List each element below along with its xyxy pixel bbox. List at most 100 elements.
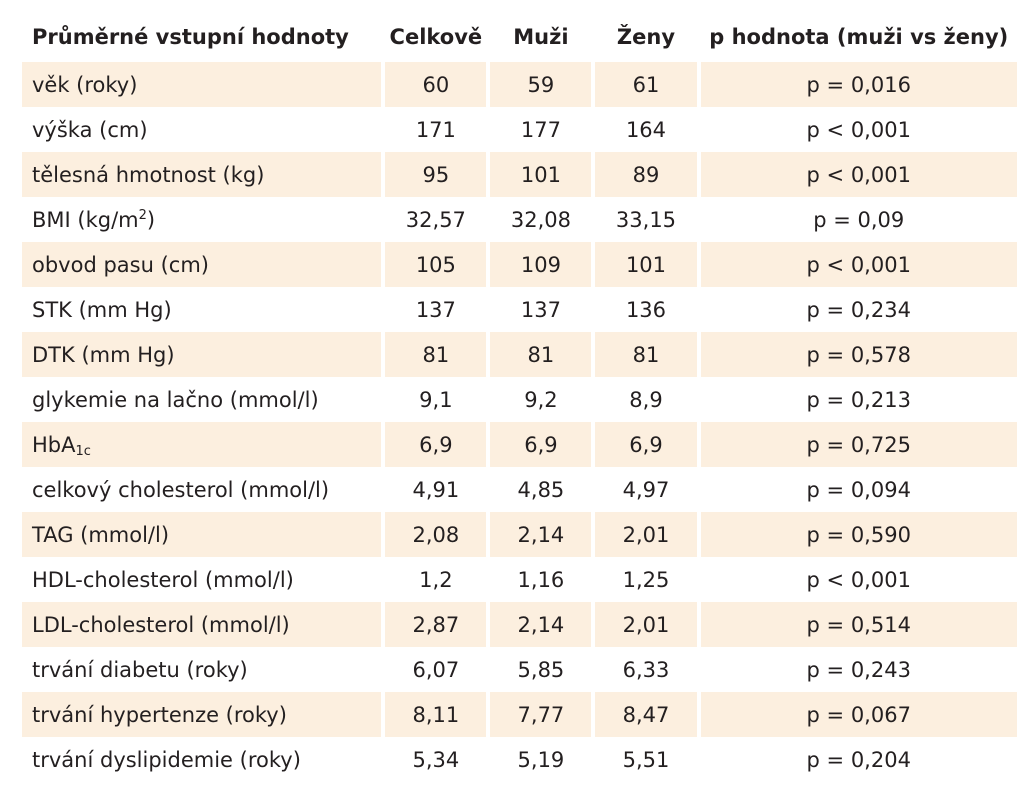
cell-celkove: 9,1 xyxy=(419,387,453,412)
cell-p-value: p = 0,243 xyxy=(806,657,911,682)
row-parameter-label: celkový cholesterol (mmol/l) xyxy=(22,467,381,512)
cell-muzi: 2,14 xyxy=(490,512,592,557)
row-parameter-label: věk (roky) xyxy=(22,62,382,107)
parameter-name: HDL-cholesterol (mmol/l) xyxy=(32,567,294,592)
cell-zeny: 89 xyxy=(595,152,697,197)
cell-zeny: 61 xyxy=(595,62,697,107)
table-row: trvání dyslipidemie (roky) 5,34 5,19 5,51 p … xyxy=(22,737,1017,782)
table-row: TAG (mmol/l) 2,08 2,14 2,01 p = 0,590 xyxy=(22,512,1017,557)
cell-muzi: 137 xyxy=(520,297,561,322)
cell-p-value: p = 0,067 xyxy=(700,692,1017,737)
cell-zeny: 81 xyxy=(595,332,697,377)
table-row: věk (roky) 60 59 61 p = 0,016 xyxy=(22,62,1017,107)
cell-zeny: 8,9 xyxy=(629,387,663,412)
cell-muzi: 109 xyxy=(490,242,592,287)
row-parameter-label: TAG (mmol/l) xyxy=(22,512,382,557)
cell-celkove: 32,57 xyxy=(405,207,466,232)
cell-zeny: 5,51 xyxy=(622,747,670,772)
row-parameter-label: DTK (mm Hg) xyxy=(22,332,382,377)
row-parameter-label: HbA1c xyxy=(22,422,382,467)
cell-muzi: 1,16 xyxy=(517,567,565,592)
table-row: glykemie na lačno (mmol/l) 9,1 9,2 8,9 p = 0… xyxy=(22,377,1017,422)
row-parameter-label: výška (cm) xyxy=(22,107,381,152)
cell-p-value: p = 0,094 xyxy=(806,477,911,502)
cell-muzi: 4,85 xyxy=(517,477,565,502)
parameter-name: LDL-cholesterol (mmol/l) xyxy=(32,612,290,637)
cell-p-value: p = 0,09 xyxy=(813,207,905,232)
cell-p-value: p = 0,590 xyxy=(700,512,1017,557)
parameter-superscript: 2 xyxy=(138,207,147,223)
cell-celkove: 171 xyxy=(415,117,456,142)
cell-zeny: 1,25 xyxy=(622,567,670,592)
cell-p-value: p = 0,234 xyxy=(806,297,911,322)
header-muzi: Muži xyxy=(513,25,569,49)
parameter-name: STK (mm Hg) xyxy=(32,297,172,322)
parameter-name: celkový cholesterol (mmol/l) xyxy=(32,477,330,502)
header-celkove: Celkově xyxy=(389,25,483,49)
header-p-value: p hodnota (muži vs ženy) xyxy=(709,25,1009,49)
cell-p-value: p = 0,016 xyxy=(700,62,1017,107)
row-parameter-label: trvání hypertenze (roky) xyxy=(22,692,382,737)
row-parameter-label: STK (mm Hg) xyxy=(22,287,381,332)
cell-zeny: 8,47 xyxy=(595,692,697,737)
row-parameter-label: trvání diabetu (roky) xyxy=(22,647,381,692)
row-parameter-label: obvod pasu (cm) xyxy=(22,242,382,287)
cell-zeny: 136 xyxy=(625,297,667,322)
cell-p-value: p < 0,001 xyxy=(700,152,1017,197)
cell-p-value: p = 0,213 xyxy=(806,387,911,412)
cell-celkove: 6,07 xyxy=(412,657,460,682)
cell-p-value: p = 0,578 xyxy=(700,332,1017,377)
cell-zeny: 2,01 xyxy=(595,602,697,647)
parameter-name: HbA xyxy=(32,432,76,457)
row-parameter-label: HDL-cholesterol (mmol/l) xyxy=(22,557,381,602)
parameter-name: DTK (mm Hg) xyxy=(32,342,175,367)
header-zeny: Ženy xyxy=(616,25,676,49)
cell-muzi: 6,9 xyxy=(490,422,592,467)
cell-celkove: 8,11 xyxy=(385,692,487,737)
cell-p-value: p < 0,001 xyxy=(806,117,911,142)
cell-celkove: 137 xyxy=(415,297,456,322)
table-row: DTK (mm Hg) 81 81 81 p = 0,578 xyxy=(22,332,1017,377)
table-row: LDL-cholesterol (mmol/l) 2,87 2,14 2,01 p = … xyxy=(22,602,1017,647)
cell-zeny: 6,33 xyxy=(622,657,670,682)
table-row: tělesná hmotnost (kg) 95 101 89 p < 0,001 xyxy=(22,152,1017,197)
cell-celkove: 1,2 xyxy=(419,567,453,592)
table-row: HDL-cholesterol (mmol/l) 1,2 1,16 1,25 p < 0… xyxy=(22,557,1017,602)
table-row: BMI (kg/m2) 32,57 32,08 33,15 p = 0,09 xyxy=(22,197,1017,242)
cell-p-value: p < 0,001 xyxy=(806,567,911,592)
table-row: STK (mm Hg) 137 137 136 p = 0,234 xyxy=(22,287,1017,332)
parameter-name: trvání hypertenze (roky) xyxy=(32,702,287,727)
cell-muzi: 2,14 xyxy=(490,602,592,647)
parameter-name: BMI (kg/m xyxy=(32,207,139,232)
cell-celkove: 2,08 xyxy=(385,512,487,557)
cell-p-value: p = 0,514 xyxy=(700,602,1017,647)
cell-p-value: p < 0,001 xyxy=(700,242,1017,287)
row-parameter-label: LDL-cholesterol (mmol/l) xyxy=(22,602,382,647)
cell-zeny: 2,01 xyxy=(595,512,697,557)
parameter-suffix: ) xyxy=(146,207,156,232)
cell-zeny: 33,15 xyxy=(615,207,677,232)
cell-celkove: 105 xyxy=(385,242,487,287)
row-parameter-label: glykemie na lačno (mmol/l) xyxy=(22,377,381,422)
cell-muzi: 7,77 xyxy=(490,692,592,737)
parameter-name: výška (cm) xyxy=(32,117,148,142)
cell-celkove: 4,91 xyxy=(412,477,460,502)
row-parameter-label: tělesná hmotnost (kg) xyxy=(22,152,382,197)
parameter-subscript: 1c xyxy=(75,443,91,459)
parameter-name: trvání dyslipidemie (roky) xyxy=(32,747,301,772)
table-row: celkový cholesterol (mmol/l) 4,91 4,85 4,97… xyxy=(22,467,1017,512)
parameter-name: obvod pasu (cm) xyxy=(32,252,209,277)
cell-muzi: 59 xyxy=(490,62,592,107)
cell-muzi: 177 xyxy=(520,117,561,142)
cell-celkove: 2,87 xyxy=(385,602,487,647)
cell-celkove: 60 xyxy=(385,62,487,107)
parameter-name: glykemie na lačno (mmol/l) xyxy=(32,387,319,412)
cell-muzi: 5,19 xyxy=(517,747,565,772)
table-header-row: Průměrné vstupní hodnoty Celkově Muži Že… xyxy=(22,12,1017,62)
cell-celkove: 95 xyxy=(385,152,487,197)
table-row: HbA1c 6,9 6,9 6,9 p = 0,725 xyxy=(22,422,1017,467)
data-table-container: Průměrné vstupní hodnoty Celkově Muži Že… xyxy=(18,12,1021,782)
cell-zeny: 164 xyxy=(625,117,667,142)
parameter-name: věk (roky) xyxy=(32,72,138,97)
header-parameter: Průměrné vstupní hodnoty xyxy=(32,25,349,49)
